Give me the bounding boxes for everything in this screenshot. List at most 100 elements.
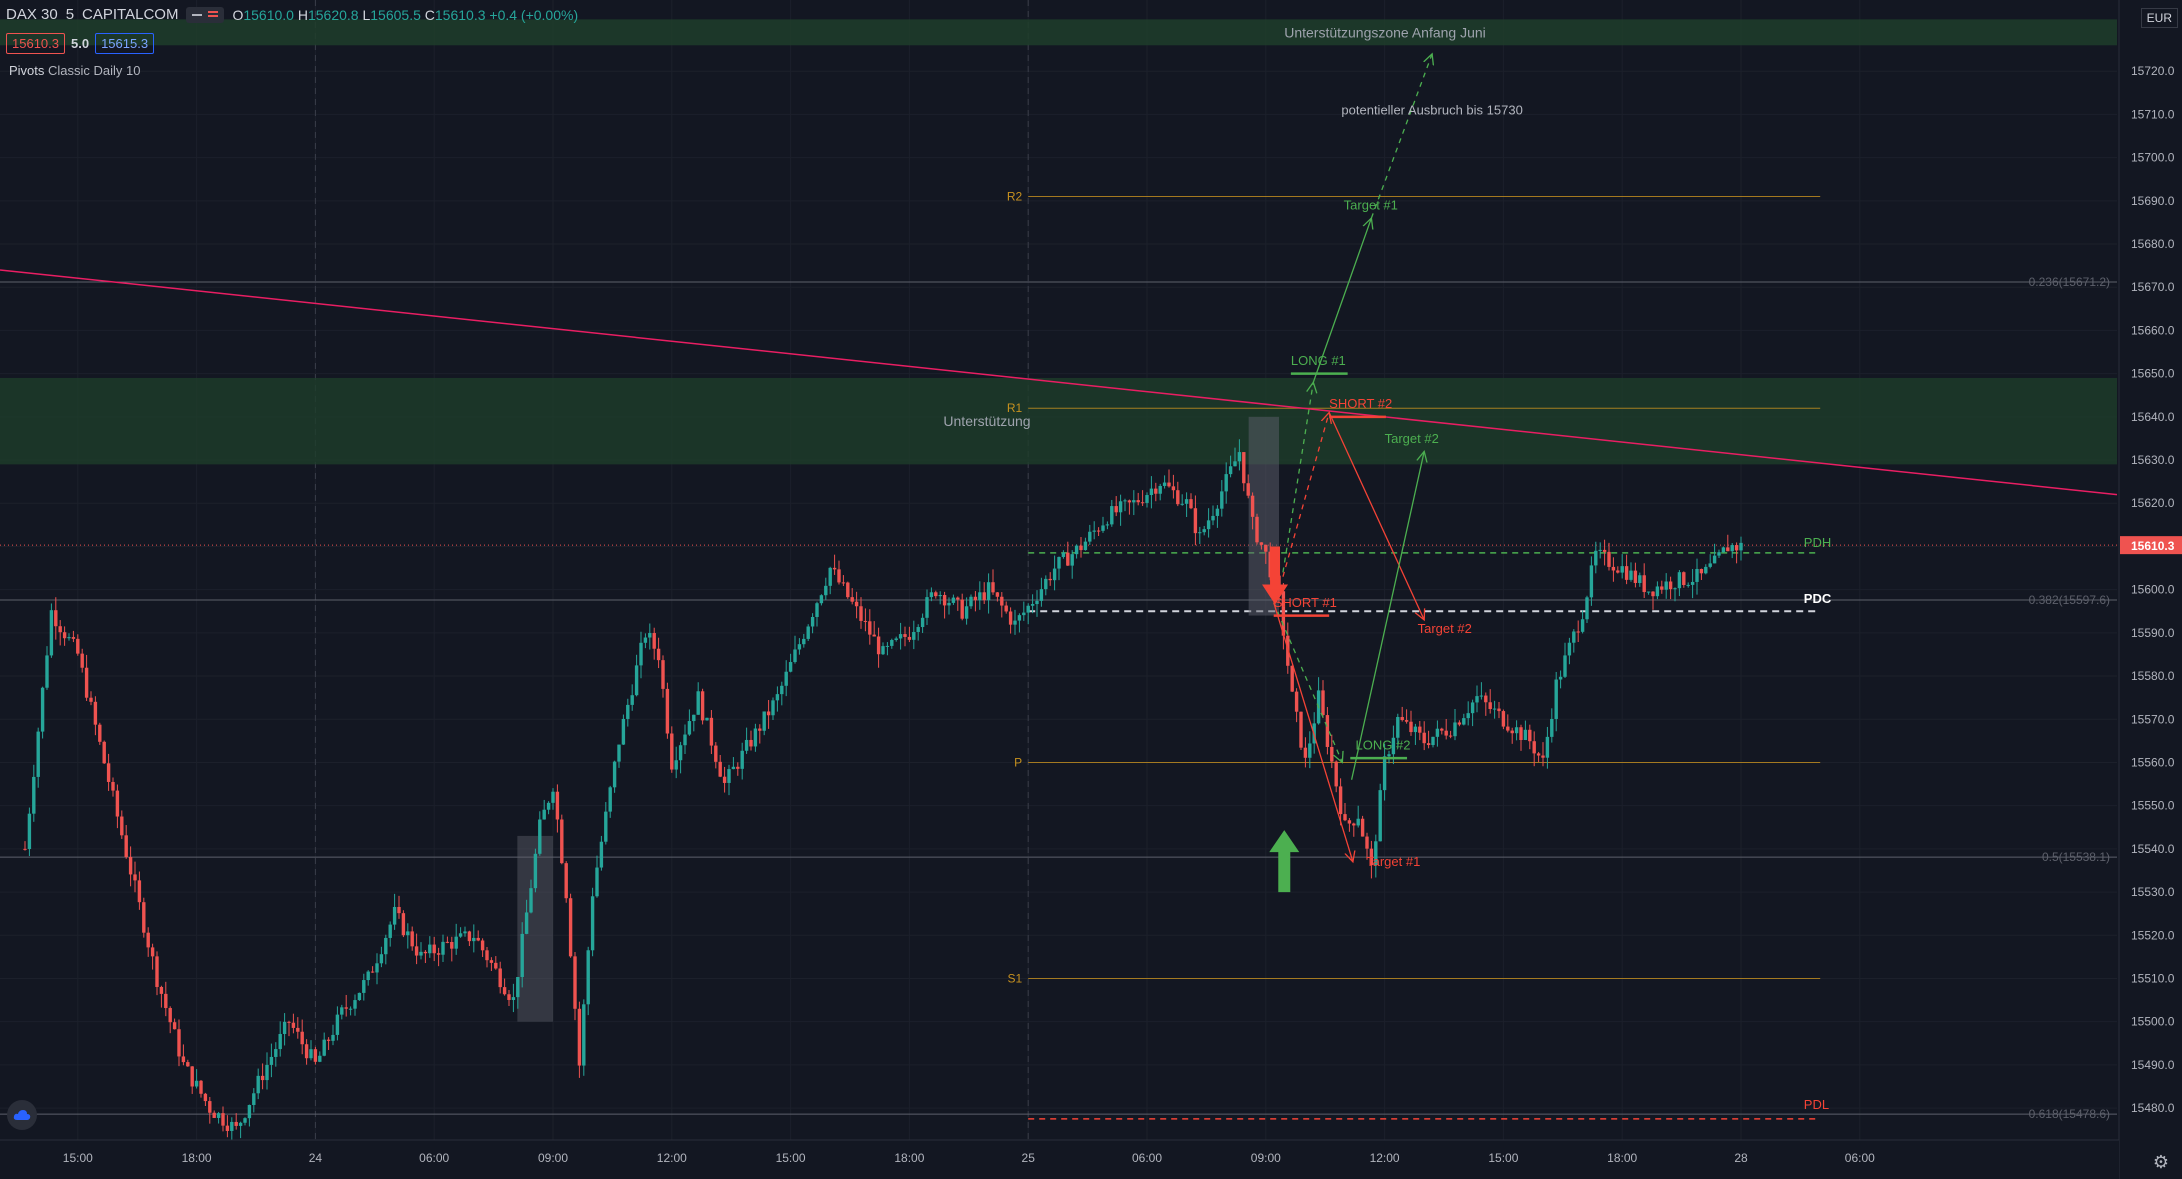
candle-body — [1162, 482, 1167, 486]
price-tick: 15520.0 — [2131, 928, 2175, 942]
candle-body — [1413, 726, 1418, 733]
candle-body — [1237, 452, 1242, 462]
candle-body — [1369, 848, 1374, 866]
zone-june — [0, 19, 2117, 46]
candle-body — [1567, 642, 1572, 656]
candle-body — [472, 937, 476, 942]
candles — [23, 439, 1743, 1144]
candle-body — [1154, 488, 1158, 494]
candle-body — [1035, 600, 1039, 605]
candle-body — [1435, 728, 1440, 737]
fib-label: 0.618(15478.6) — [2029, 1107, 2110, 1121]
candle-body — [1739, 542, 1743, 551]
candle-body — [146, 932, 150, 948]
candle-body — [1528, 729, 1532, 742]
candle-body — [894, 638, 898, 641]
candle-body — [115, 790, 120, 817]
target1-long-label: Target #1 — [1344, 197, 1398, 212]
candle-body — [1721, 547, 1726, 553]
candle-body — [106, 763, 111, 782]
indicator-legend[interactable]: Pivots Classic Daily 10 — [9, 63, 141, 78]
candle-body — [964, 606, 969, 619]
candle-body — [1479, 695, 1484, 697]
time-tick: 12:00 — [1370, 1151, 1400, 1165]
candle-body — [599, 841, 604, 868]
candle-body — [1488, 702, 1492, 709]
candle-body — [428, 944, 432, 954]
candle-body — [375, 963, 379, 973]
spread-value: 5.0 — [71, 36, 90, 51]
candle-body — [872, 634, 876, 637]
candle-body — [1013, 620, 1017, 625]
candle-body — [1096, 530, 1101, 532]
interval[interactable]: 5 — [65, 6, 75, 23]
candle-body — [617, 744, 621, 762]
price-tick: 15590.0 — [2131, 626, 2175, 640]
candle-body — [868, 621, 872, 635]
candle-body — [1726, 547, 1730, 552]
candle-body — [384, 937, 388, 955]
candle-body — [832, 567, 837, 570]
symbol-name[interactable]: DAX 30 — [6, 6, 58, 23]
candle-body — [942, 595, 947, 606]
candle-body — [956, 597, 960, 600]
candle-body — [485, 950, 489, 961]
gear-icon[interactable]: ⚙ — [2152, 1152, 2170, 1172]
candle-body — [379, 954, 384, 964]
long1-label: LONG #1 — [1291, 353, 1346, 368]
candle-body — [1202, 529, 1206, 533]
candle-body — [467, 931, 472, 942]
zone-support — [0, 377, 2117, 465]
candle-body — [753, 728, 758, 747]
chart-style-toggle-icon[interactable] — [186, 6, 225, 23]
candle-body — [1536, 753, 1541, 756]
price-tick: 15620.0 — [2131, 496, 2175, 510]
price-tick: 15490.0 — [2131, 1058, 2175, 1072]
candle-body — [194, 1080, 199, 1087]
candle-body — [401, 913, 406, 936]
candle-body — [1198, 532, 1202, 534]
candle-body — [819, 595, 824, 604]
time-tick: 06:00 — [419, 1151, 449, 1165]
candle-body — [648, 633, 652, 638]
candle-body — [1008, 611, 1013, 625]
candle-body — [1378, 790, 1382, 842]
price-tick: 15480.0 — [2131, 1101, 2175, 1115]
candle-body — [344, 1007, 348, 1009]
candle-body — [1030, 604, 1035, 606]
candle-body — [260, 1075, 265, 1081]
candle-body — [1453, 722, 1457, 737]
candle-body — [1734, 545, 1739, 551]
candle-body — [568, 898, 573, 957]
candle-body — [1294, 691, 1299, 712]
candle-body — [925, 597, 929, 618]
candle-body — [318, 1055, 322, 1062]
buy-price-button[interactable]: 15615.3 — [95, 33, 155, 54]
candle-body — [722, 776, 727, 783]
candle-body — [854, 601, 859, 607]
candle-body — [238, 1122, 243, 1126]
candle-body — [1079, 545, 1083, 551]
candle-body — [1250, 495, 1255, 517]
candle-body — [230, 1121, 234, 1131]
sell-price-button[interactable]: 15610.3 — [6, 33, 65, 54]
candle-body — [1290, 665, 1294, 692]
candle-body — [458, 933, 463, 937]
time-tick: 06:00 — [1845, 1151, 1875, 1165]
candle-body — [788, 662, 793, 672]
candle-body — [1136, 500, 1140, 503]
target1-short-label: Target #1 — [1366, 854, 1420, 869]
currency-label[interactable]: EUR — [2140, 8, 2178, 28]
candle-body — [300, 1031, 304, 1045]
time-tick: 09:00 — [1251, 1151, 1281, 1165]
candle-body — [23, 848, 27, 850]
candle-body — [1149, 488, 1154, 496]
candle-body — [780, 685, 784, 695]
tradingview-cloud-icon[interactable] — [7, 1100, 37, 1130]
candle-body — [1475, 696, 1479, 703]
candle-body — [604, 811, 608, 842]
candle-body — [793, 649, 797, 663]
candle-body — [243, 1118, 247, 1123]
